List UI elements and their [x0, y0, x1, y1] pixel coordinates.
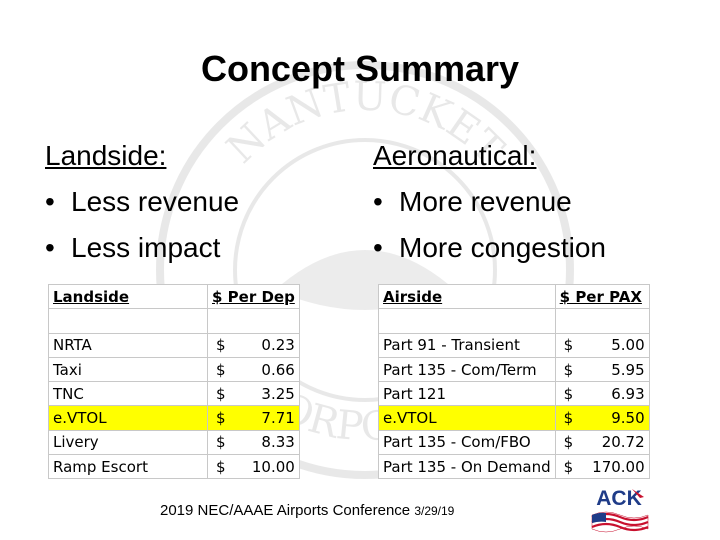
- flag-icon: [591, 511, 649, 533]
- table-row: Livery $8.33: [48, 429, 300, 456]
- table-row-highlighted: e.VTOL $7.71: [48, 405, 300, 431]
- column-header: $ Per Dep: [207, 283, 300, 310]
- airside-fee-table: Airside $ Per PAX Part 91 - Transient $5.…: [378, 283, 650, 480]
- table-row: TNC $3.25: [48, 381, 300, 407]
- landside-heading: Landside:: [45, 140, 167, 171]
- column-header: Airside: [378, 283, 556, 310]
- aeronautical-heading: Aeronautical:: [373, 140, 537, 171]
- footer-date: 3/29/19: [414, 504, 455, 518]
- column-header: Landside: [48, 283, 208, 310]
- table-row: Taxi $0.66: [48, 356, 300, 383]
- ack-logo: ACK: [591, 487, 649, 533]
- aeronautical-bullet: • More congestion: [373, 232, 607, 263]
- logo-text: ACK: [596, 487, 642, 510]
- landside-summary: Landside: • Less revenue • Less impact: [45, 133, 239, 271]
- landside-fee-table: Landside $ Per Dep NRTA $0.23 Taxi $0.66 T…: [48, 283, 300, 480]
- table-row: Ramp Escort $10.00: [48, 454, 300, 480]
- table-row: Part 135 - On Demand $170.00: [378, 454, 650, 480]
- table-row: Part 135 - Com/FBO $20.72: [378, 429, 650, 456]
- table-spacer-row: [48, 308, 300, 334]
- landside-bullet: • Less revenue: [45, 186, 240, 217]
- table-header-row: Landside $ Per Dep: [48, 283, 300, 310]
- footer: 2019 NEC/AAAE Airports Conference 3/29/1…: [160, 502, 454, 519]
- aeronautical-summary: Aeronautical: • More revenue • More conges…: [373, 133, 606, 271]
- logo-swoosh: [632, 489, 644, 498]
- footer-conference: 2019 NEC/AAAE Airports Conference: [160, 502, 411, 519]
- table-row: Part 135 - Com/Term $5.95: [378, 356, 650, 383]
- column-header: $ Per PAX: [554, 283, 650, 310]
- table-row: Part 91 - Transient $5.00: [378, 332, 650, 358]
- table-row: Part 121 $6.93: [378, 381, 650, 407]
- table-header-row: Airside $ Per PAX: [378, 283, 650, 310]
- table-row: NRTA $0.23: [48, 332, 300, 358]
- slide-title: Concept Summary: [200, 48, 520, 89]
- table-row-highlighted: e.VTOL $9.50: [378, 405, 650, 431]
- landside-bullet: • Less impact: [45, 232, 221, 263]
- table-spacer-row: [378, 308, 650, 334]
- aeronautical-bullet: • More revenue: [373, 186, 572, 217]
